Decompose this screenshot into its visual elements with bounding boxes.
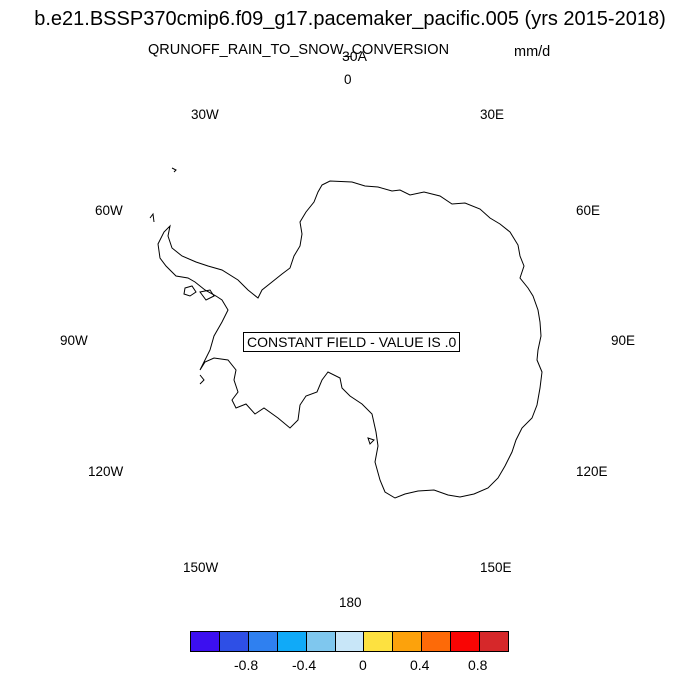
units-label: mm/d [514, 44, 551, 60]
lon-label-90w: 90W [60, 333, 88, 348]
lon-label-150w: 150W [183, 560, 219, 575]
lon-label-0: 0 [344, 72, 352, 87]
region-label: 30A [342, 48, 367, 64]
colorbar-box [277, 632, 307, 651]
colorbar-tick-label: 0.4 [410, 657, 430, 673]
lon-label-150e: 150E [480, 560, 512, 575]
colorbar-box [364, 632, 394, 651]
colorbar-box [248, 632, 278, 651]
lon-label-180: 180 [339, 595, 362, 610]
colorbar-tick-label: -0.4 [292, 657, 317, 673]
colorbar-tick-label: 0.8 [468, 657, 488, 673]
colorbar-tick-label: -0.8 [234, 657, 259, 673]
colorbar-tick-label: 0 [359, 657, 367, 673]
lon-label-120w: 120W [88, 464, 124, 479]
constant-field-notice: CONSTANT FIELD - VALUE IS .0 [243, 332, 461, 352]
colorbar-box [422, 632, 452, 651]
colorbar [190, 631, 509, 652]
colorbar-box [451, 632, 481, 651]
lon-label-120e: 120E [576, 464, 608, 479]
lon-label-30w: 30W [191, 107, 219, 122]
antarctica-coastline [157, 180, 543, 499]
colorbar-box [219, 632, 249, 651]
plot-title: b.e21.BSSP370cmip6.f09_g17.pacemaker_pac… [34, 8, 666, 30]
colorbar-box [306, 632, 336, 651]
colorbar-box [480, 632, 508, 651]
colorbar-box [335, 632, 365, 651]
variable-name: QRUNOFF_RAIN_TO_SNOW_CONVERSION [148, 42, 450, 58]
colorbar-box [191, 632, 220, 651]
lon-label-60w: 60W [95, 203, 123, 218]
lon-label-30e: 30E [480, 107, 505, 122]
colorbar-box [393, 632, 423, 651]
lon-label-90e: 90E [611, 333, 636, 348]
lon-label-60e: 60E [576, 203, 601, 218]
